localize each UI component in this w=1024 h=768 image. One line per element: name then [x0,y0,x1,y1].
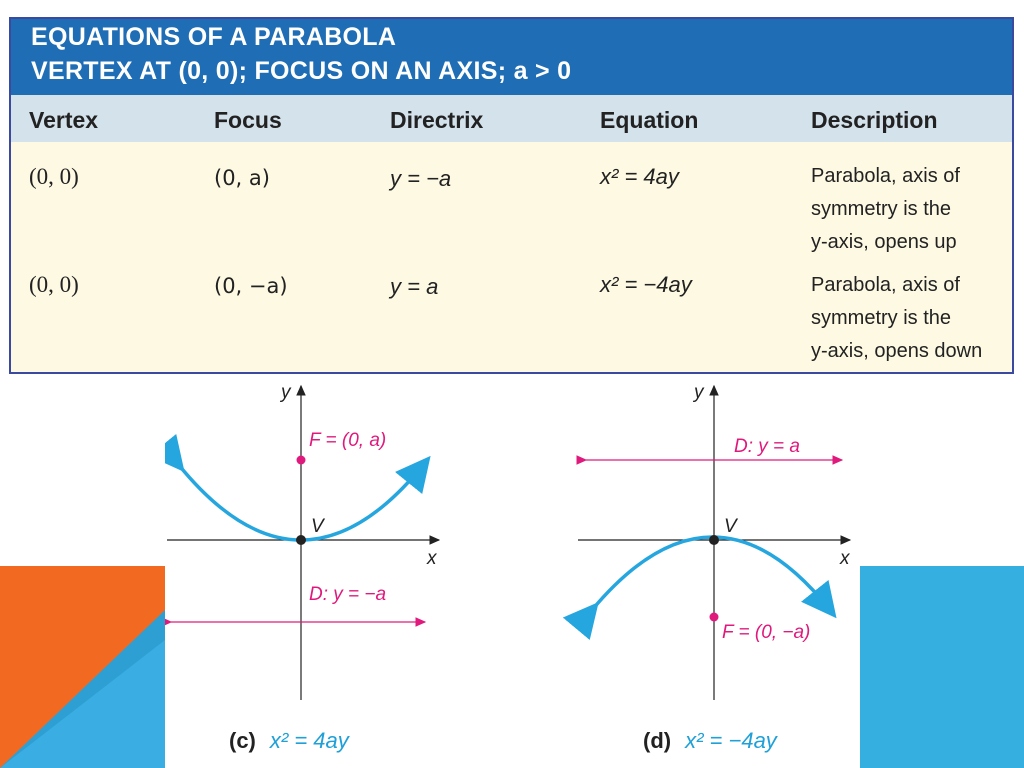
row2-description: Parabola, axis of symmetry is the y-axis… [811,269,982,368]
caption-d: (d) x² = −4ay [643,728,777,754]
row2-focus: (0, −a) [214,274,288,298]
caption-tag: (d) [643,728,672,753]
focus-point [709,612,719,622]
header-equation: Equation [600,107,699,133]
header-description: Description [811,107,938,133]
row1-description: Parabola, axis of symmetry is the y-axis… [811,160,960,259]
row1-vertex: (0, 0) [29,164,79,189]
vertex-point [296,535,306,545]
row2-equation: x² = −4ay [600,272,692,297]
focus-point [296,455,306,465]
row2-description-line: Parabola, axis of [811,274,960,296]
row2-vertex: (0, 0) [29,272,79,297]
header-focus: Focus [214,107,282,133]
row1-focus: (0, a) [214,166,270,190]
caption-equation: x² = −4ay [685,728,777,753]
vertex-label: V [724,516,739,537]
row1-description-line: symmetry is the [811,198,952,220]
focus-label: F = (0, a) [309,430,386,451]
directrix-label: D: y = −a [309,584,386,605]
focus-label: F = (0, −a) [722,622,810,643]
caption-c: (c) x² = 4ay [229,728,349,754]
y-axis-label: y [279,382,292,403]
x-axis-label: x [839,548,851,569]
caption-equation: x² = 4ay [269,728,349,753]
vertex-label: V [311,516,326,537]
row2-description-line: symmetry is the [811,307,952,329]
caption-tag: (c) [229,728,256,753]
header-directrix: Directrix [390,107,484,133]
parabola-curve [562,535,837,641]
title-line-1: EQUATIONS OF A PARABOLA [31,23,397,51]
x-axis-label: x [426,548,438,569]
row1-description-line: Parabola, axis of [811,165,960,187]
row1-equation: x² = 4ay [600,164,679,189]
table-header-row [11,95,1012,142]
directrix-label: D: y = a [734,436,800,457]
title-band: EQUATIONS OF A PARABOLA VERTEX AT (0, 0)… [11,19,1012,95]
row2-description-line: y-axis, opens down [811,340,983,362]
y-axis-label: y [692,382,705,403]
header-vertex: Vertex [29,107,99,133]
parabola-equations-table: EQUATIONS OF A PARABOLA VERTEX AT (0, 0)… [9,17,1014,374]
row1-directrix: y = −a [390,166,452,191]
title-line-2: VERTEX AT (0, 0); FOCUS ON AN AXIS; a > … [31,57,572,85]
row2-directrix: y = a [390,274,439,299]
vertex-point [709,535,719,545]
graph-c-opens-up: y x V F = (0, a) D: y = −a y x V D: y = … [165,382,852,700]
graph-panel: y x V F = (0, a) D: y = −a y x V D: y = … [165,374,860,760]
row1-description-line: y-axis, opens up [811,231,957,253]
graph-d-opens-down: y x V D: y = a F = (0, −a) [562,382,852,700]
